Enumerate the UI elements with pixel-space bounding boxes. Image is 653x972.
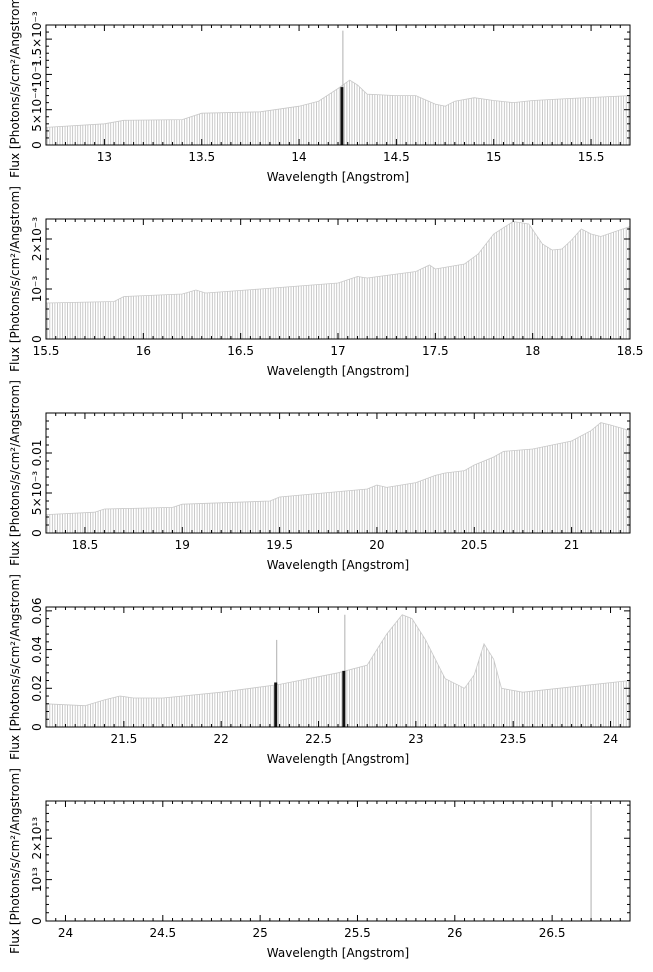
spectrum-panel-5: 24 24.5 25 25.5 26 26.5 0 10¹³ 2×10¹³ Wavelength … — [8, 768, 631, 960]
x-tick-label: 22 — [214, 732, 229, 746]
highlight-bin — [342, 670, 346, 727]
y-tick-label: 0 — [30, 335, 44, 343]
spectrum-bins — [46, 422, 630, 533]
y-tick-label: 0 — [30, 141, 44, 149]
x-tick-label: 18 — [525, 344, 540, 358]
y-tick-label: 0.06 — [30, 598, 44, 625]
x-tick-label: 15 — [486, 150, 501, 164]
spectrum-bins — [46, 80, 630, 145]
x-tick-label: 23 — [408, 732, 423, 746]
x-tick-label: 15.5 — [578, 150, 605, 164]
y-tick-label: 1.5×10⁻³ — [30, 11, 44, 67]
x-tick-label: 13.5 — [188, 150, 215, 164]
y-tick-label: 0 — [30, 529, 44, 537]
spectrum-panel-4: 21.5 22 22.5 23 23.5 24 0 0.02 0.04 0.06 Wavelengt… — [8, 574, 631, 766]
x-tick-label: 16 — [136, 344, 151, 358]
spectrum-panel-2: 15.5 16 16.5 17 17.5 18 18.5 0 10⁻³ 2×10⁻³ Wavelen… — [8, 186, 643, 378]
x-tick-label: 24 — [58, 926, 73, 940]
y-tick-label: 0.02 — [30, 675, 44, 702]
spectrum-bins — [46, 221, 630, 339]
y-tick-label: 0.01 — [30, 440, 44, 467]
x-tick-label: 20.5 — [461, 538, 488, 552]
x-tick-label: 25 — [252, 926, 267, 940]
x-tick-label: 13 — [97, 150, 112, 164]
y-tick-label: 10¹³ — [30, 867, 44, 892]
plot-frame — [45, 800, 631, 922]
x-tick-label: 23.5 — [500, 732, 527, 746]
x-axis-title: Wavelength [Angstrom] — [267, 364, 409, 378]
y-tick-label: 10⁻³ — [30, 276, 44, 303]
x-tick-label: 19 — [175, 538, 190, 552]
x-tick-label: 25.5 — [344, 926, 371, 940]
y-axis-title: Flux [Photons/s/cm²/Angstrom] — [8, 574, 22, 760]
x-tick-label: 17.5 — [422, 344, 449, 358]
x-tick-label: 18.5 — [617, 344, 644, 358]
y-axis-title: Flux [Photons/s/cm²/Angstrom] — [8, 186, 22, 372]
y-tick-label: 0 — [30, 723, 44, 731]
x-tick-label: 15.5 — [33, 344, 60, 358]
x-tick-label: 26 — [447, 926, 462, 940]
spectrum-panel-1: 13 13.5 14 14.5 15 15.5 0 5×10⁻⁴10⁻³1.5×10⁻³ Wav… — [8, 0, 631, 184]
spectrum-bins — [46, 614, 630, 727]
y-tick-label: 0.04 — [30, 636, 44, 663]
x-tick-label: 24 — [603, 732, 618, 746]
highlight-bin — [274, 682, 278, 727]
x-tick-label: 14.5 — [383, 150, 410, 164]
x-tick-label: 17 — [330, 344, 345, 358]
y-tick-label: 5×10⁻⁴ — [30, 87, 44, 131]
x-tick-label: 20 — [369, 538, 384, 552]
y-tick-label: 2×10¹³ — [30, 817, 44, 860]
y-axis-title: Flux [Photons/s/cm²/Angstrom] — [8, 768, 22, 954]
highlight-bin — [340, 87, 344, 145]
x-tick-label: 26.5 — [539, 926, 566, 940]
x-axis-title: Wavelength [Angstrom] — [267, 752, 409, 766]
x-tick-label: 22.5 — [305, 732, 332, 746]
y-tick-label: 10⁻³ — [30, 61, 44, 88]
spectrum-envelope — [45, 79, 631, 128]
x-axis-title: Wavelength [Angstrom] — [267, 946, 409, 960]
spectrum-panel-3: 18.5 19 19.5 20 20.5 21 0 5×10⁻³ 0.01 Wavelength … — [8, 380, 631, 572]
x-tick-label: 24.5 — [149, 926, 176, 940]
y-tick-label: 0 — [30, 917, 44, 925]
x-tick-label: 19.5 — [266, 538, 293, 552]
y-axis-title: Flux [Photons/s/cm²/Angstrom] — [8, 0, 22, 178]
x-tick-label: 16.5 — [227, 344, 254, 358]
spectrum-envelope — [45, 221, 631, 304]
spectrum-envelope — [45, 614, 631, 707]
x-tick-label: 18.5 — [72, 538, 99, 552]
x-axis-title: Wavelength [Angstrom] — [267, 558, 409, 572]
x-tick-label: 21.5 — [111, 732, 138, 746]
x-axis-title: Wavelength [Angstrom] — [267, 170, 409, 184]
spectrum-envelope — [45, 422, 631, 515]
y-axis-title: Flux [Photons/s/cm²/Angstrom] — [8, 380, 22, 566]
y-tick-label: 2×10⁻³ — [30, 217, 44, 261]
x-tick-label: 14 — [291, 150, 306, 164]
y-tick-label: 5×10⁻³ — [30, 471, 44, 515]
x-tick-label: 21 — [564, 538, 579, 552]
